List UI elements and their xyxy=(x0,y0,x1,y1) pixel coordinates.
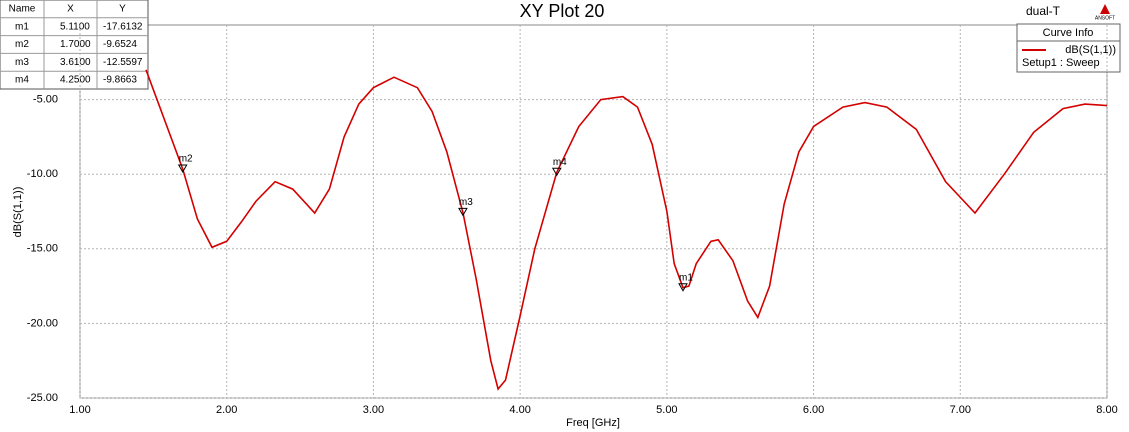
legend-label: dB(S(1,1)) xyxy=(1065,44,1116,56)
marker-label: m4 xyxy=(553,157,567,168)
project-name: dual-T xyxy=(1026,4,1061,18)
x-tick-label: 8.00 xyxy=(1096,404,1117,416)
table-cell: -17.6132 xyxy=(103,21,143,32)
curve xyxy=(145,69,1108,391)
table-cell: -9.8663 xyxy=(103,75,137,86)
x-tick-label: 5.00 xyxy=(656,404,677,416)
table-cell: m3 xyxy=(15,57,29,68)
legend: Curve Info dB(S(1,1)) Setup1 : Sweep xyxy=(1016,23,1121,73)
y-tick-label: -25.00 xyxy=(27,392,58,404)
legend-title: Curve Info xyxy=(1043,27,1094,39)
table-cell: 4.2500 xyxy=(60,75,91,86)
logo-text: ANSOFT xyxy=(1095,15,1115,21)
y-tick-label: -5.00 xyxy=(33,94,58,106)
logo-icon xyxy=(1100,4,1110,14)
marker-label: m2 xyxy=(179,154,193,165)
table-header: X xyxy=(67,4,74,15)
y-tick-label: -10.00 xyxy=(27,168,58,180)
table-cell: 1.7000 xyxy=(60,39,91,50)
table-cell: -12.5597 xyxy=(103,57,143,68)
table-header: Y xyxy=(119,4,126,15)
x-tick-label: 2.00 xyxy=(216,404,237,416)
y-tick-label: -20.00 xyxy=(27,317,58,329)
chart-title: XY Plot 20 xyxy=(520,1,605,21)
x-tick-label: 7.00 xyxy=(950,404,971,416)
plot-area xyxy=(79,24,1108,399)
table-header: Name xyxy=(9,4,36,15)
marker xyxy=(458,207,468,217)
marker-label: m3 xyxy=(459,197,473,208)
table-cell: m4 xyxy=(15,75,29,86)
x-axis-label: Freq [GHz] xyxy=(566,417,620,429)
legend-box xyxy=(1016,23,1121,73)
x-tick-label: 4.00 xyxy=(509,404,530,416)
x-tick-label: 3.00 xyxy=(363,404,384,416)
marker xyxy=(678,283,688,292)
x-tick-label: 1.00 xyxy=(69,404,90,416)
marker-label: m1 xyxy=(679,272,693,283)
table-cell: m1 xyxy=(15,21,29,32)
table-cell: 3.6100 xyxy=(60,57,91,68)
table-box xyxy=(0,0,149,90)
marker-table: Name X Ym1 5.1100 -17.6132 m2 1.7000 -9.6524 m3 3… xyxy=(0,0,149,90)
table-cell: m2 xyxy=(15,39,29,50)
x-tick-label: 6.00 xyxy=(803,404,824,416)
marker xyxy=(177,164,188,174)
legend-subtitle: Setup1 : Sweep xyxy=(1022,57,1100,69)
y-tick-label: -15.00 xyxy=(27,243,58,255)
y-axis-label: dB(S(1,1)) xyxy=(12,187,24,238)
table-cell: -9.6524 xyxy=(103,39,137,50)
marker xyxy=(551,167,562,177)
table-cell: 5.1100 xyxy=(60,21,90,32)
